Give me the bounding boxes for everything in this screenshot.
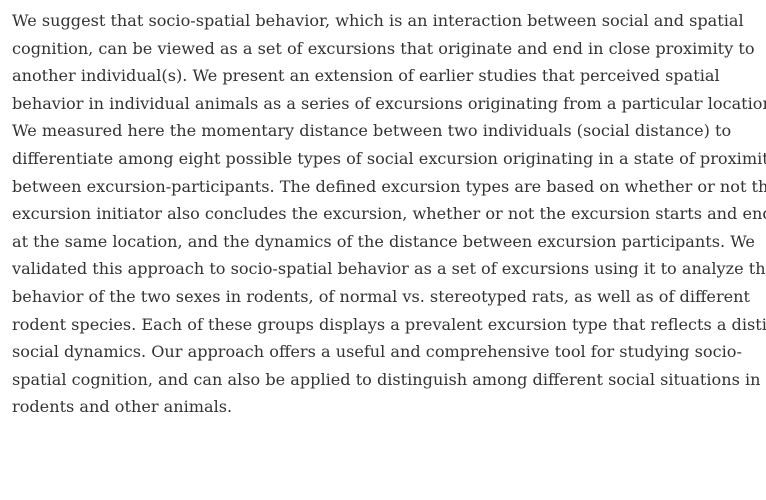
abstract-line: spatial cognition, and can also be appli…: [12, 369, 761, 389]
abstract-line: differentiate among eight possible types…: [12, 148, 766, 168]
abstract-paragraph: We suggest that socio-spatial behavior, …: [12, 7, 766, 421]
abstract-line: cognition, can be viewed as a set of exc…: [12, 38, 755, 58]
abstract-line: behavior of the two sexes in rodents, of…: [12, 286, 751, 306]
abstract-line: We suggest that socio-spatial behavior, …: [12, 11, 744, 30]
abstract-line: We measured here the momentary distance …: [12, 121, 732, 141]
abstract-line: excursion initiator also concludes the e…: [12, 204, 766, 224]
abstract-line: at the same location, and the dynamics o…: [12, 231, 755, 251]
abstract-line: rodents and other animals.: [12, 397, 233, 417]
abstract-line: between excursion-participants. The defi…: [12, 176, 766, 196]
abstract-line: social dynamics. Our approach offers a u…: [12, 342, 742, 362]
abstract-line: another individual(s). We present an ext…: [12, 66, 720, 86]
abstract-line: rodent species. Each of these groups dis…: [12, 314, 766, 334]
abstract-line: validated this approach to socio-spatial…: [12, 259, 766, 279]
abstract-line: behavior in individual animals as a seri…: [12, 93, 766, 113]
